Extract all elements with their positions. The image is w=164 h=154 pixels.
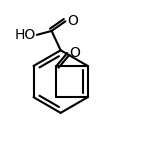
Text: HO: HO: [15, 28, 36, 42]
Text: O: O: [69, 46, 80, 60]
Text: O: O: [67, 14, 78, 28]
